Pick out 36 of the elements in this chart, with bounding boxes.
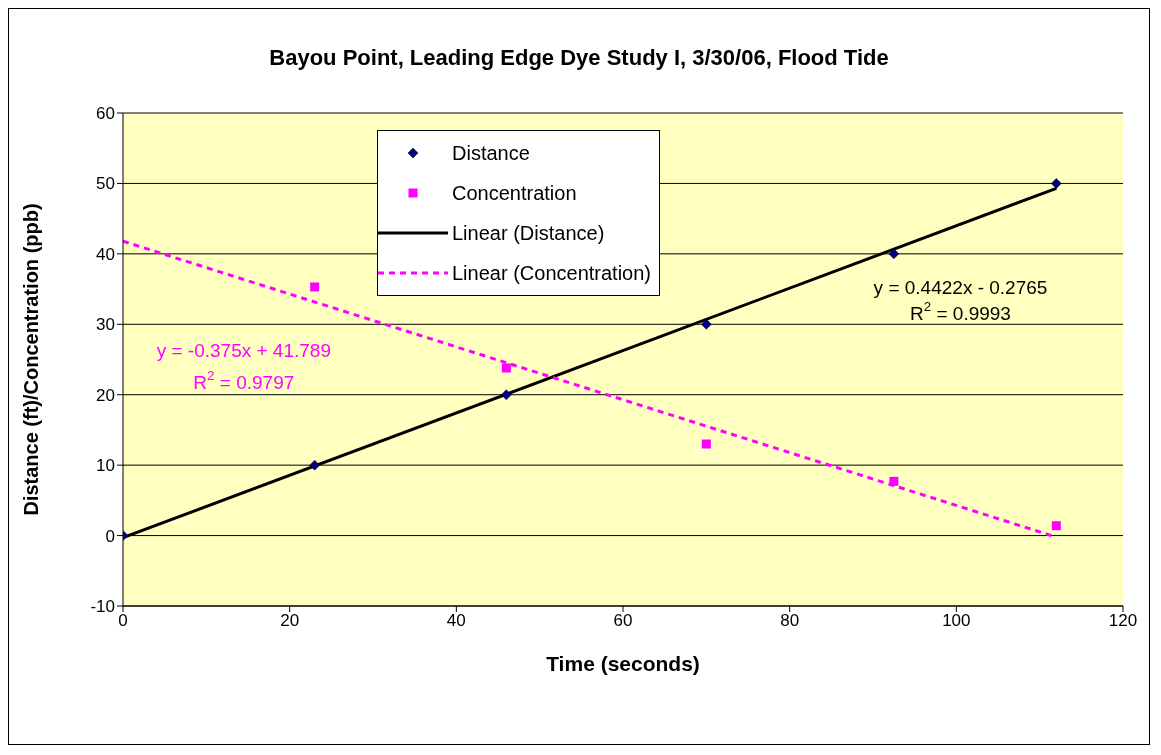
- x-tick-label: 20: [280, 611, 300, 631]
- y-tick-label: 50: [96, 174, 115, 194]
- legend-label: Concentration: [452, 181, 577, 205]
- x-tick-label: 40: [446, 611, 466, 631]
- point: [1051, 178, 1062, 189]
- point: [310, 282, 320, 292]
- y-axis-title: Distance (ft)/Concentration (ppb): [20, 203, 43, 516]
- x-tick-label: 120: [1108, 611, 1138, 631]
- legend-label: Linear (Concentration): [452, 261, 651, 285]
- point: [889, 476, 899, 486]
- annotation: R$^{2}$ = 0.9797: [193, 368, 295, 394]
- y-tick-label: 60: [96, 104, 115, 124]
- point: [701, 439, 711, 449]
- point: [309, 459, 320, 471]
- y-tick-label: 40: [96, 244, 115, 264]
- point: [888, 248, 900, 260]
- y-tick-label: 20: [96, 385, 115, 405]
- legend-label: Distance: [452, 141, 530, 165]
- x-tick-label: 80: [780, 611, 800, 631]
- annotation: y = -0.375x + 41.789: [156, 340, 331, 362]
- legend-label: Linear (Distance): [452, 221, 605, 245]
- annotation: R$^{2}$ = 0.9993: [910, 299, 1011, 325]
- x-tick-label: 60: [613, 611, 633, 631]
- x-tick-label: 0: [118, 611, 128, 631]
- x-tick-label: 100: [942, 611, 971, 631]
- y-tick-label: 30: [96, 315, 115, 335]
- x-axis-title: Time (seconds): [546, 652, 700, 675]
- point: [1051, 521, 1061, 531]
- y-tick-label: -10: [90, 597, 115, 617]
- y-tick-label: 10: [96, 456, 115, 476]
- chart-title: Bayou Point, Leading Edge Dye Study I, 3/30/06, Flood Tide: [268, 45, 890, 71]
- annotation: y = 0.4422x - 0.2765: [873, 277, 1048, 299]
- y-tick-label: 0: [105, 526, 115, 546]
- point: [501, 389, 512, 400]
- point: [501, 363, 511, 373]
- point: [701, 319, 712, 330]
